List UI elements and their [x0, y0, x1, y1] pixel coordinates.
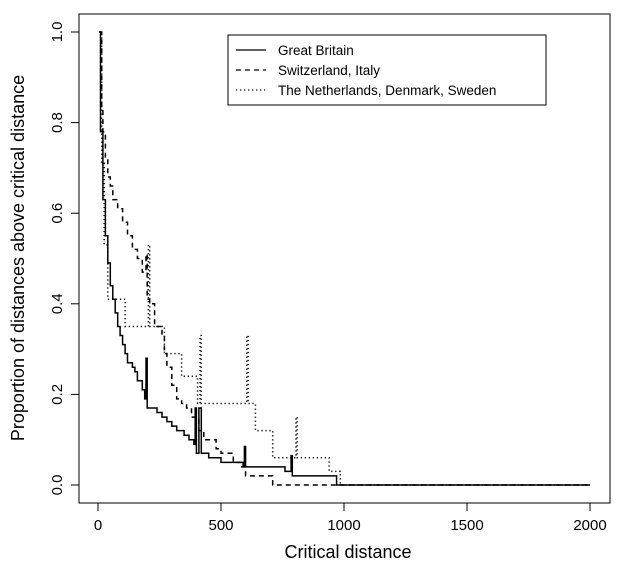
y-tick-label: 1.0 [49, 22, 66, 43]
x-axis: 0 500 1000 1500 2000 [94, 502, 607, 534]
y-tick-label: 0.4 [49, 293, 66, 314]
legend: Great Britain Switzerland, Italy The Net… [227, 34, 547, 106]
y-tick-label: 0.2 [49, 384, 66, 405]
x-tick-label: 0 [94, 517, 102, 534]
y-tick-label: 0.6 [49, 203, 66, 224]
y-tick-label: 0.0 [49, 475, 66, 496]
x-tick-label: 1500 [450, 517, 483, 534]
series-line-switzerland-italy [100, 31, 590, 486]
x-tick-label: 2000 [573, 517, 606, 534]
series-layer [99, 31, 590, 486]
y-axis: 0.0 0.2 0.4 0.6 0.8 1.0 [49, 22, 80, 496]
legend-label-great-britain: Great Britain [278, 43, 354, 58]
legend-box [227, 34, 547, 106]
x-axis-title: Critical distance [284, 542, 411, 562]
legend-label-netherlands-denmark-sweden: The Netherlands, Denmark, Sweden [278, 83, 496, 98]
y-tick-label: 0.8 [49, 112, 66, 133]
x-tick-label: 500 [208, 517, 233, 534]
y-axis-title: Proportion of distances above critical d… [8, 75, 28, 441]
legend-label-switzerland-italy: Switzerland, Italy [278, 63, 380, 78]
x-tick-label: 1000 [327, 517, 360, 534]
series-line-great-britain [99, 31, 590, 486]
